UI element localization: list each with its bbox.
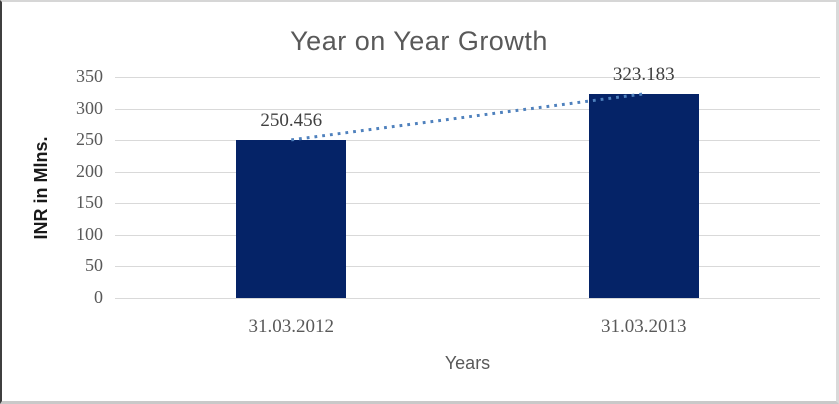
gridline (115, 266, 820, 268)
gridline (115, 171, 820, 173)
gridline (115, 234, 820, 236)
x-axis-title: Years (444, 353, 491, 373)
chart-title: Year on Year Growth (290, 26, 548, 56)
x-axis-category-label: 31.03.2012 (248, 316, 335, 337)
y-axis-tick-label: 100 (76, 223, 103, 244)
y-axis-tick-label: 300 (76, 97, 103, 118)
data-label: 250.456 (260, 109, 323, 131)
y-axis-tick-label: 0 (94, 287, 103, 307)
x-axis-category-label: 31.03.2013 (601, 316, 687, 337)
y-axis-tick-label: 350 (76, 66, 103, 86)
data-label: 323.183 (612, 63, 675, 85)
trendline-segment[interactable] (291, 92, 644, 142)
gridline (115, 108, 820, 110)
bar-31.03.2013[interactable] (588, 93, 699, 298)
y-axis-tick-label: 50 (85, 255, 103, 276)
y-axis-tick-label: 250 (76, 129, 103, 150)
gridline (115, 298, 820, 299)
bar-31.03.2012[interactable] (236, 139, 347, 298)
gridline (115, 140, 820, 142)
gridline (115, 203, 820, 205)
gridline (115, 77, 820, 78)
y-axis-tick-label: 200 (76, 160, 103, 181)
y-axis-tick-label: 150 (76, 192, 103, 213)
